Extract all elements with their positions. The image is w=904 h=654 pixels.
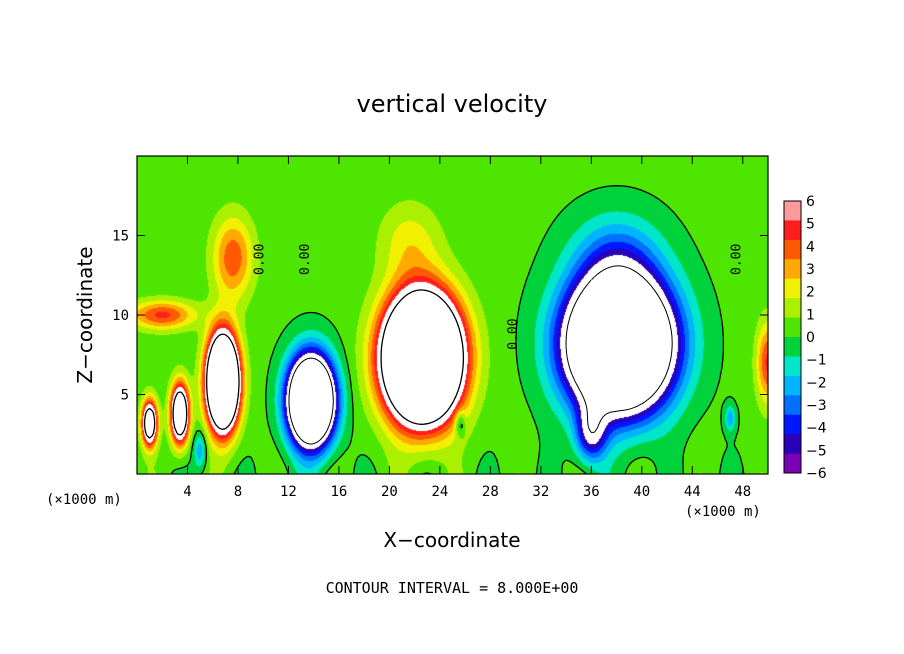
colorbar-label: 1 <box>806 307 815 323</box>
contour-positive <box>143 289 465 439</box>
colorbar-label: −2 <box>806 375 827 391</box>
colorbar-label: 2 <box>806 285 815 301</box>
colorbar: 6 5 4 3 2 1 0 −1 −2 −3 −4 −5 −6 <box>783 194 827 482</box>
colorbar-cell <box>784 220 801 241</box>
colorbar-label: 6 <box>806 194 815 210</box>
colorbar-label: 4 <box>806 239 815 255</box>
colorbar-cell <box>784 395 801 416</box>
colorbar-cell <box>784 201 801 221</box>
y-tick-label: 10 <box>112 308 129 324</box>
contour-label: 0.00 <box>298 244 313 275</box>
x-tick-label: 20 <box>381 484 398 500</box>
heatmap-canvas <box>137 156 768 474</box>
contour-negative <box>288 265 673 445</box>
plot-area: 0.00 0.00 0.00 0.00 <box>136 155 769 475</box>
x-axis-ticks: 4 8 12 16 20 24 28 32 36 40 44 48 <box>183 156 751 500</box>
x-unit-right: (×1000 m) <box>685 504 761 520</box>
x-axis-label: X−coordinate <box>383 528 520 552</box>
colorbar-label: 0 <box>806 330 815 346</box>
colorbar-cell <box>784 434 801 455</box>
colorbar-cell <box>784 317 801 338</box>
colorbar-label: 3 <box>806 262 815 278</box>
contour-label: 0.00 <box>729 244 744 275</box>
y-tick-label: 5 <box>121 388 129 404</box>
chart-title: vertical velocity <box>357 90 548 118</box>
x-unit-left: (×1000 m) <box>46 492 122 508</box>
x-tick-label: 24 <box>431 484 448 500</box>
x-tick-label: 28 <box>482 484 499 500</box>
x-tick-label: 32 <box>532 484 549 500</box>
colorbar-cell <box>784 278 801 299</box>
x-tick-label: 8 <box>234 484 242 500</box>
y-tick-label: 15 <box>112 229 129 245</box>
contour-label: 0.00 <box>252 244 267 275</box>
colorbar-cell <box>784 356 801 377</box>
x-tick-label: 48 <box>734 484 751 500</box>
x-tick-label: 36 <box>583 484 600 500</box>
colorbar-cell <box>784 239 801 260</box>
colorbar-cell <box>784 337 801 357</box>
x-tick-label: 40 <box>633 484 650 500</box>
x-tick-label: 4 <box>183 484 191 500</box>
colorbar-cell <box>784 375 801 396</box>
x-tick-label: 16 <box>330 484 347 500</box>
colorbar-cell <box>784 453 801 474</box>
x-tick-label: 44 <box>684 484 701 500</box>
colorbar-label: −5 <box>806 443 827 459</box>
y-axis-label: Z−coordinate <box>73 246 97 383</box>
colorbar-label: 5 <box>806 217 815 233</box>
colorbar-cell <box>784 414 801 435</box>
colorbar-cell <box>784 259 801 280</box>
contour-interval-note: CONTOUR INTERVAL = 8.000E+00 <box>326 579 579 597</box>
y-axis-ticks: 5 10 15 <box>112 229 768 404</box>
x-tick-label: 12 <box>280 484 297 500</box>
colorbar-frame <box>783 200 802 474</box>
colorbar-labels: 6 5 4 3 2 1 0 −1 −2 −3 −4 −5 −6 <box>806 194 827 482</box>
heatmap-field <box>137 156 768 474</box>
contour-label: 0.00 <box>506 318 521 349</box>
colorbar-label: −4 <box>806 421 827 437</box>
colorbar-label: −3 <box>806 398 827 414</box>
colorbar-cells <box>784 201 801 474</box>
colorbar-label: −6 <box>806 466 827 482</box>
colorbar-cell <box>784 298 801 319</box>
zero-contours <box>143 185 745 475</box>
contour-labels: 0.00 0.00 0.00 0.00 <box>252 244 744 350</box>
colorbar-label: −1 <box>806 353 827 369</box>
